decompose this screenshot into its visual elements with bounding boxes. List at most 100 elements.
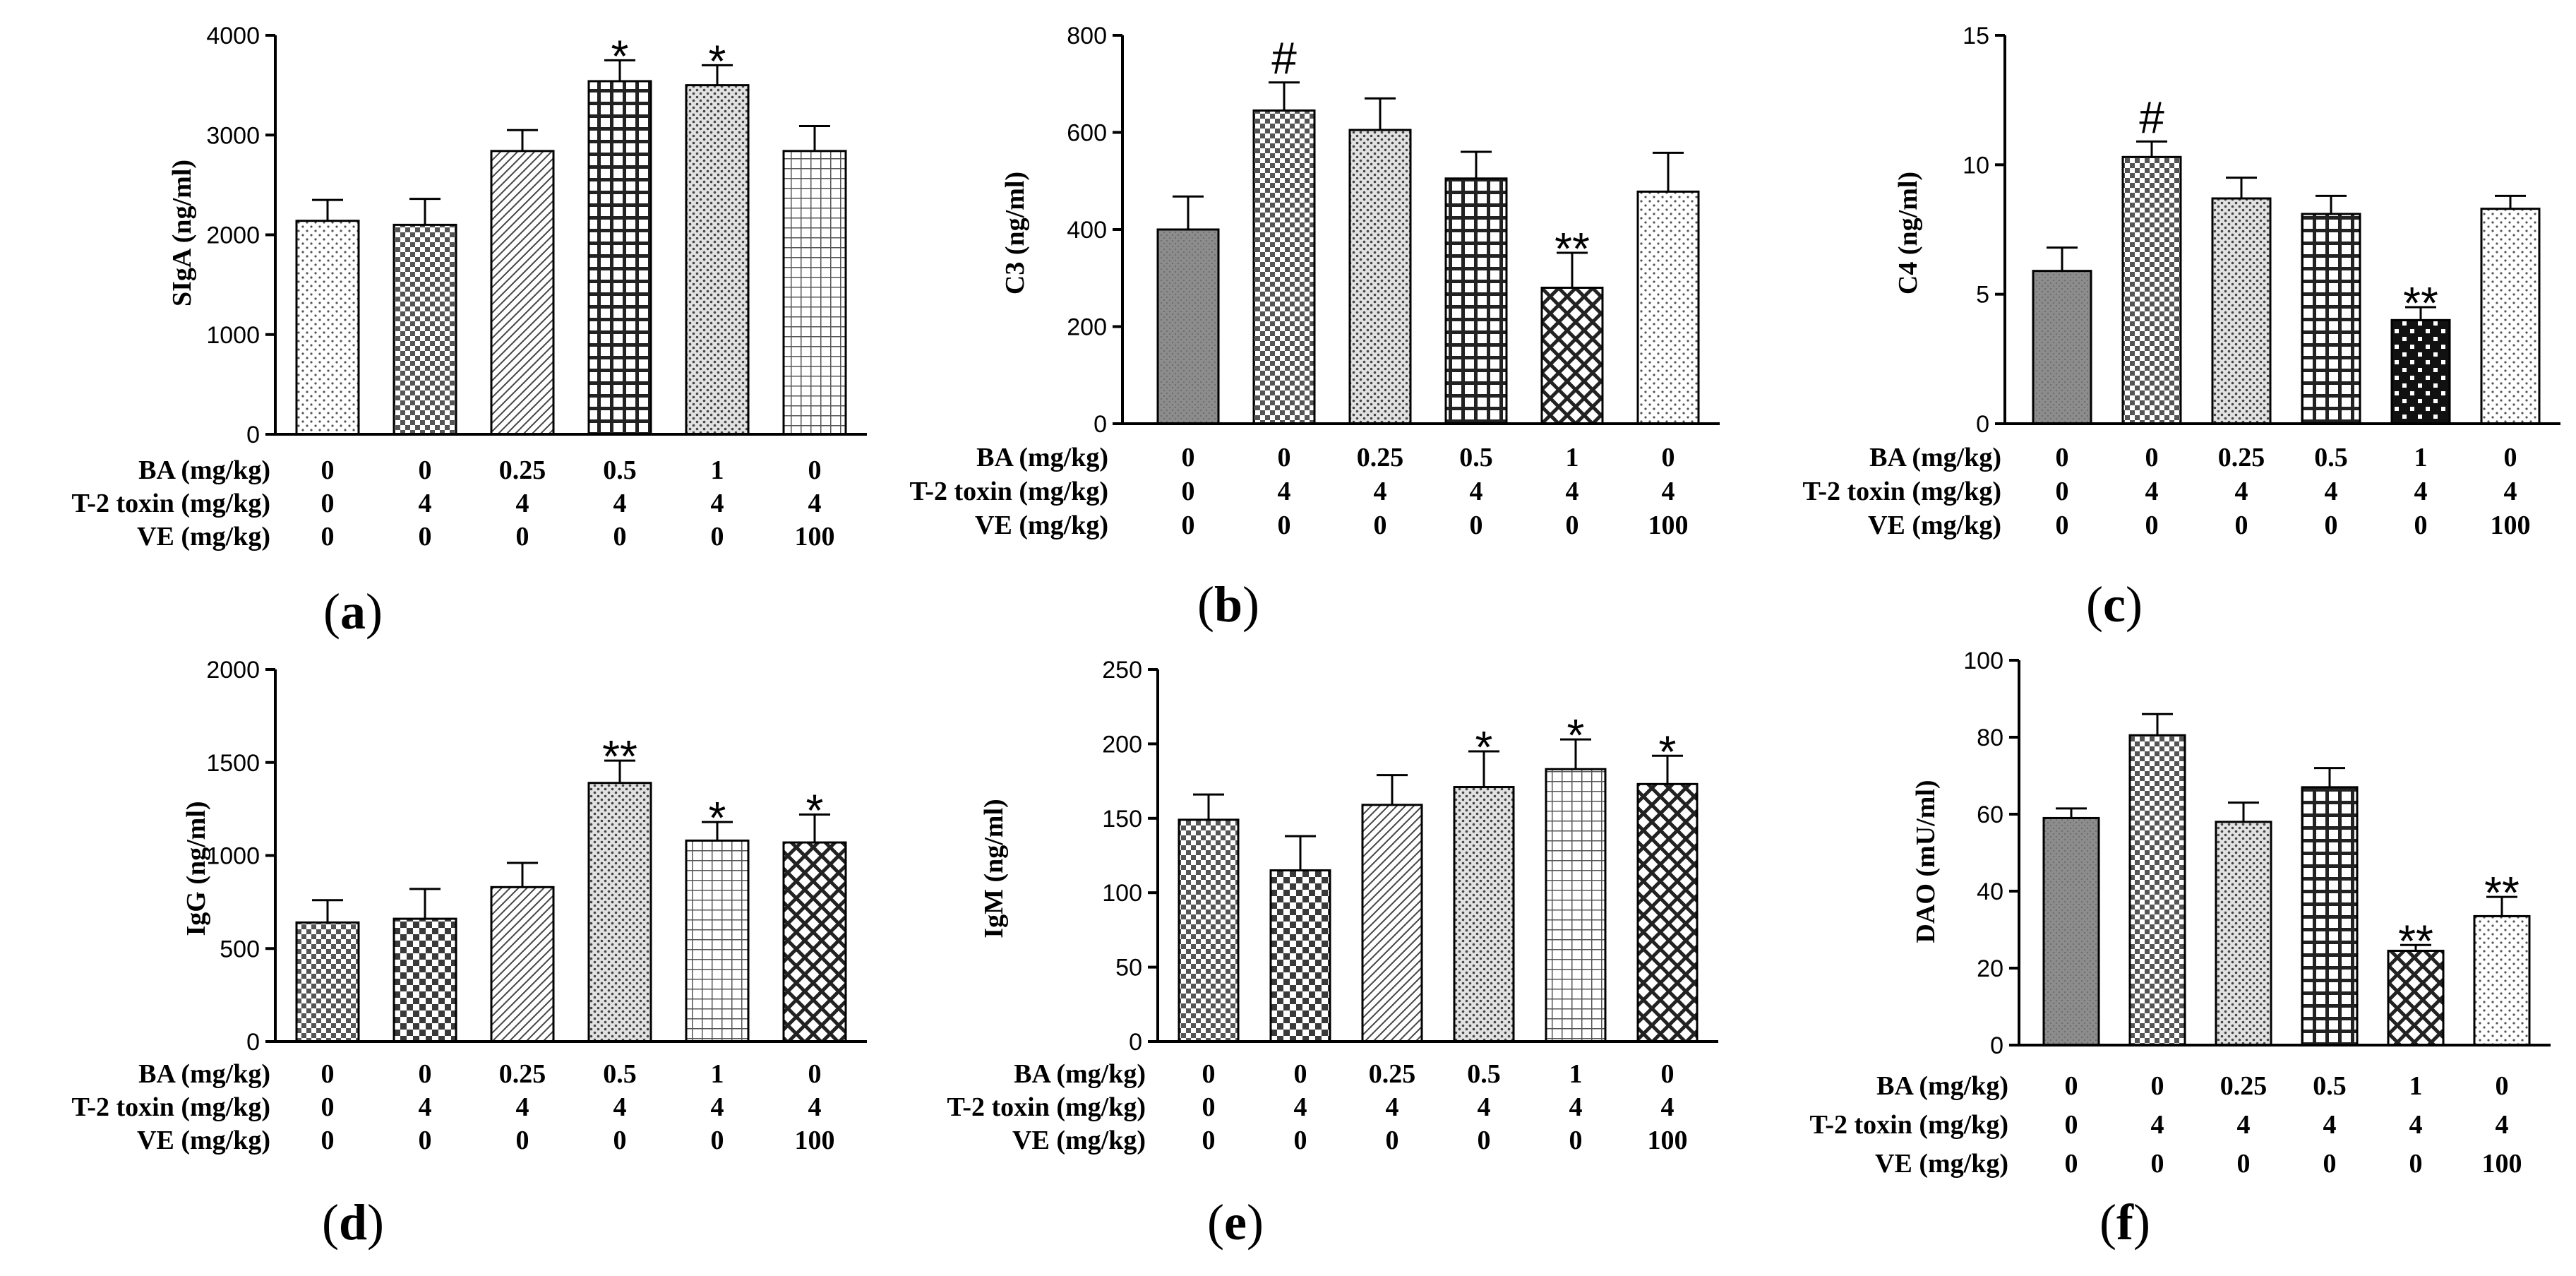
significance-star: * — [806, 785, 824, 836]
table-cell: 0 — [613, 522, 627, 551]
y-tick-label: 0 — [246, 1029, 260, 1056]
bar — [2301, 213, 2361, 425]
table-cell: 0 — [2237, 1149, 2251, 1179]
table-cell: 0 — [1470, 511, 1483, 540]
y-tick-label: 1500 — [206, 750, 260, 777]
bar — [2480, 208, 2541, 425]
y-tick-label: 0 — [1976, 411, 1989, 438]
y-tick-label: 5 — [1976, 282, 1989, 309]
table-cell: 100 — [2491, 511, 2531, 540]
table-cell: 4 — [516, 489, 529, 518]
table-cell: 4 — [1566, 477, 1579, 506]
table-cell: 0 — [2323, 1149, 2337, 1179]
y-axis-label: IgG (ng/ml) — [181, 801, 211, 936]
panel-label: (e) — [1207, 1194, 1264, 1251]
bar — [1348, 129, 1412, 425]
table-cell: 0.5 — [603, 455, 637, 485]
table-cell: 1 — [2414, 443, 2428, 472]
significance-star: ** — [602, 731, 637, 782]
table-cell: 0 — [808, 455, 822, 485]
table-cell: 0 — [2504, 443, 2517, 472]
bar — [1156, 228, 1220, 425]
table-cell: 4 — [2504, 477, 2517, 506]
table-cell: 1 — [1566, 443, 1579, 472]
bar — [782, 150, 847, 436]
row-label-ba: BA (mg/kg) — [1014, 1059, 1146, 1089]
table-cell: 4 — [516, 1092, 529, 1122]
table-cell: 4 — [711, 1092, 724, 1122]
row-label-t2: T-2 toxin (mg/kg) — [909, 477, 1108, 506]
table-cell: 0 — [419, 522, 432, 551]
table-cell: 0 — [1478, 1126, 1491, 1155]
row-label-ve: VE (mg/kg) — [137, 522, 270, 551]
significance-star: * — [611, 30, 629, 81]
bar — [2387, 949, 2445, 1047]
table-cell: 0 — [1374, 511, 1387, 540]
table-cell: 0 — [1278, 443, 1291, 472]
bar — [1453, 786, 1515, 1043]
table-cell: 4 — [1374, 477, 1387, 506]
y-tick-label: 0 — [1129, 1029, 1142, 1056]
significance-star: ** — [2484, 867, 2520, 918]
table-cell: 0.25 — [2220, 1071, 2268, 1101]
row-label-ve: VE (mg/kg) — [137, 1126, 270, 1155]
significance-star: ** — [2403, 278, 2438, 328]
panel-label: (f) — [2099, 1194, 2150, 1251]
bar — [490, 886, 555, 1043]
significance-hash: # — [2139, 92, 2164, 143]
table-cell: 4 — [2151, 1110, 2164, 1140]
table-cell: 4 — [1662, 477, 1675, 506]
panel-label: (a) — [323, 583, 383, 640]
row-label-ba: BA (mg/kg) — [1869, 443, 2001, 472]
table-cell: 4 — [1569, 1092, 1583, 1122]
bar — [1636, 190, 1700, 425]
table-cell: 0 — [2325, 511, 2338, 540]
bar — [685, 84, 750, 436]
table-cell: 0.25 — [1369, 1059, 1416, 1089]
table-cell: 0 — [2145, 443, 2159, 472]
table-cell: 100 — [795, 522, 835, 551]
y-tick-label: 15 — [1963, 23, 1989, 49]
row-label-ve: VE (mg/kg) — [1012, 1126, 1146, 1155]
table-cell: 0 — [419, 1059, 432, 1089]
table-cell: 0 — [1294, 1059, 1307, 1089]
table-cell: 0.5 — [603, 1059, 637, 1089]
table-cell: 0 — [321, 1126, 335, 1155]
y-tick-label: 0 — [1990, 1032, 2003, 1059]
y-tick-label: 100 — [1102, 880, 1142, 907]
y-tick-label: 800 — [1067, 23, 1107, 49]
bar — [1178, 818, 1240, 1043]
y-tick-label: 0 — [246, 422, 260, 448]
y-tick-label: 400 — [1067, 217, 1107, 244]
bar — [587, 782, 652, 1043]
table-cell: 0 — [1661, 1059, 1675, 1089]
table-cell: 1 — [2409, 1071, 2423, 1101]
table-cell: 4 — [1278, 477, 1291, 506]
table-cell: 0 — [613, 1126, 627, 1155]
table-cell: 0.5 — [1467, 1059, 1501, 1089]
bar — [2128, 734, 2186, 1047]
significance-star: * — [1475, 722, 1493, 773]
table-cell: 0 — [1294, 1126, 1307, 1155]
panel-label: (c) — [2086, 576, 2143, 633]
bar — [1361, 804, 1423, 1043]
bar — [295, 220, 360, 436]
table-cell: 0 — [419, 1126, 432, 1155]
bar — [2121, 155, 2182, 425]
table-cell: 0 — [321, 455, 335, 485]
table-cell: 4 — [808, 489, 822, 518]
table-cell: 0 — [2409, 1149, 2423, 1179]
y-tick-label: 10 — [1963, 152, 1989, 179]
table-cell: 0 — [419, 455, 432, 485]
table-cell: 4 — [613, 1092, 627, 1122]
y-tick-label: 200 — [1102, 731, 1142, 758]
table-cell: 4 — [2496, 1110, 2509, 1140]
y-axis-label: C4 (ng/ml) — [1893, 172, 1923, 294]
y-tick-label: 2000 — [206, 657, 260, 684]
table-cell: 0 — [2151, 1071, 2164, 1101]
bar — [1444, 177, 1508, 425]
table-cell: 0 — [321, 1092, 335, 1122]
